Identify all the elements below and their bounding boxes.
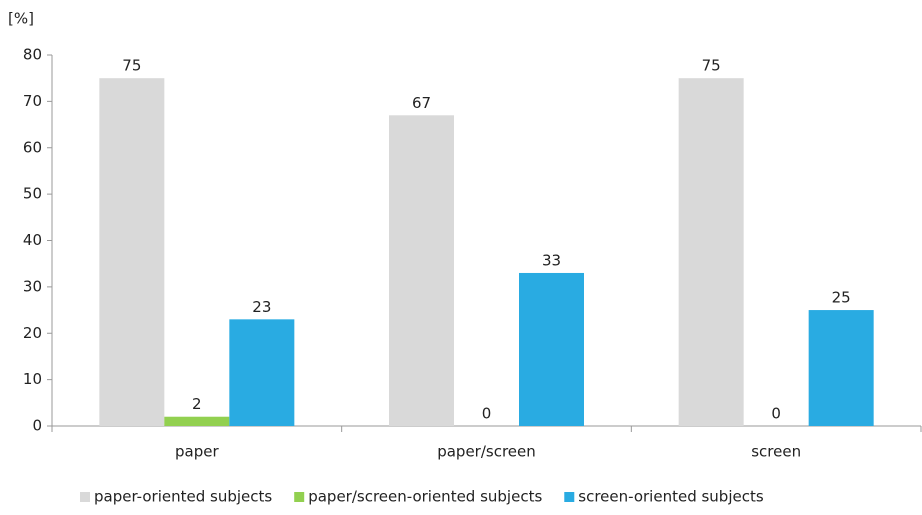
x-tick-label: paper <box>175 443 219 461</box>
data-label: 33 <box>542 251 561 269</box>
y-tick-label: 20 <box>23 324 42 342</box>
y-tick-label: 30 <box>23 277 42 295</box>
data-label: 75 <box>122 57 141 75</box>
legend-swatch <box>294 492 305 502</box>
y-tick-label: 60 <box>23 138 42 156</box>
y-tick-label: 80 <box>23 46 42 64</box>
y-tick-label: 40 <box>23 231 42 249</box>
data-label: 75 <box>702 57 721 75</box>
data-label: 0 <box>482 405 492 423</box>
data-label: 0 <box>771 405 781 423</box>
y-tick-label: 70 <box>23 92 42 110</box>
legend-label: paper/screen-oriented subjects <box>308 488 542 506</box>
data-label: 25 <box>832 289 851 307</box>
data-label: 2 <box>192 395 202 413</box>
bar <box>678 78 744 426</box>
legend-label: screen-oriented subjects <box>578 488 764 506</box>
legend-label: paper-oriented subjects <box>94 488 272 506</box>
bar <box>164 416 230 426</box>
data-label: 23 <box>252 298 271 316</box>
bar <box>99 78 165 426</box>
x-tick-label: paper/screen <box>437 443 536 461</box>
bar <box>389 115 454 426</box>
bar <box>519 272 584 426</box>
data-label: 67 <box>412 94 431 112</box>
bar <box>808 310 874 426</box>
y-tick-label: 0 <box>32 417 42 435</box>
y-axis-label: [%] <box>8 10 34 28</box>
y-tick-label: 50 <box>23 185 42 203</box>
legend-swatch <box>564 492 575 502</box>
bar <box>229 319 295 426</box>
y-tick-label: 10 <box>23 370 42 388</box>
x-tick-label: screen <box>751 443 801 461</box>
legend-swatch <box>80 492 90 502</box>
